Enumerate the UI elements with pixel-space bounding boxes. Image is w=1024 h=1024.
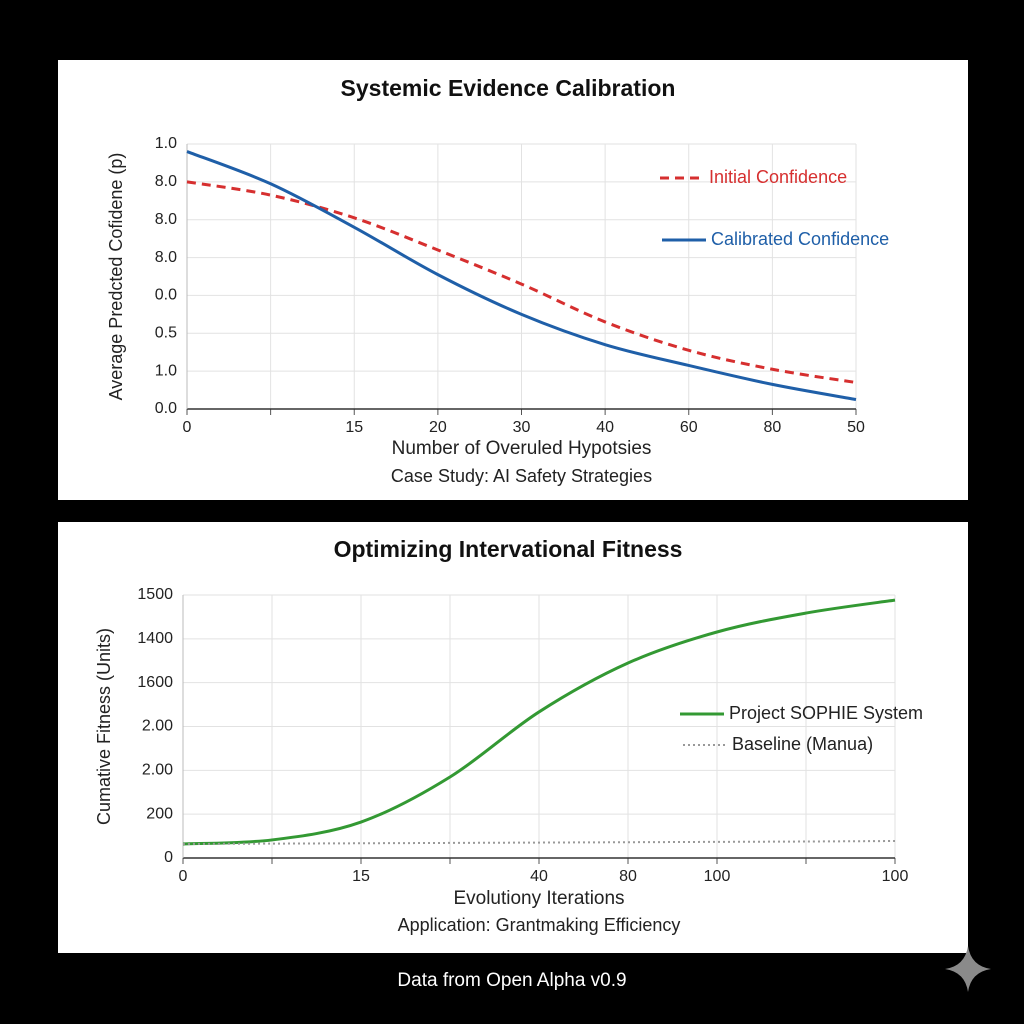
legend-label: Initial Confidence xyxy=(709,167,847,187)
sparkle-icon xyxy=(945,946,991,992)
chart-title: Systemic Evidence Calibration xyxy=(341,75,676,101)
x-tick-label: 20 xyxy=(429,419,447,436)
x-tick-label: 100 xyxy=(704,868,731,885)
x-tick-label: 80 xyxy=(763,419,781,436)
x-tick-label: 0 xyxy=(183,419,192,436)
y-tick-label: 2.00 xyxy=(142,718,173,735)
chart-subtitle: Case Study: AI Safety Strategies xyxy=(391,466,652,486)
y-tick-label: 0 xyxy=(164,849,173,866)
x-tick-label: 100 xyxy=(882,868,909,885)
x-tick-label: 40 xyxy=(530,868,548,885)
x-axis-label: Number of Overuled Hypotsies xyxy=(392,438,652,459)
y-tick-label: 1600 xyxy=(137,674,173,691)
x-tick-label: 15 xyxy=(352,868,370,885)
x-tick-label: 50 xyxy=(847,419,865,436)
series-line xyxy=(182,598,896,846)
series-line xyxy=(186,150,857,402)
panel xyxy=(58,60,968,500)
chart-subtitle: Application: Grantmaking Efficiency xyxy=(398,915,681,935)
y-tick-label: 8.0 xyxy=(155,211,177,228)
panel xyxy=(58,522,968,953)
y-tick-label: 1500 xyxy=(137,586,173,603)
x-tick-label: 80 xyxy=(619,868,637,885)
y-tick-label: 1400 xyxy=(137,630,173,647)
y-tick-label: 0.5 xyxy=(155,325,177,342)
x-tick-label: 15 xyxy=(345,419,363,436)
footer: Data from Open Alpha v0.9 xyxy=(397,970,626,991)
x-tick-label: 30 xyxy=(513,419,531,436)
series-line xyxy=(186,180,857,384)
y-tick-label: 1.0 xyxy=(155,362,177,379)
legend-label: Baseline (Manua) xyxy=(732,734,873,754)
x-axis-label: Evolutiony Iterations xyxy=(453,888,624,909)
y-tick-label: 200 xyxy=(146,805,173,822)
y-tick-label: 8.0 xyxy=(155,249,177,266)
y-tick-label: 1.0 xyxy=(155,135,177,152)
x-tick-label: 60 xyxy=(680,419,698,436)
x-tick-label: 40 xyxy=(596,419,614,436)
y-tick-label: 8.0 xyxy=(155,173,177,190)
legend-label: Project SOPHIE System xyxy=(729,703,923,723)
chart-title: Optimizing Intervational Fitness xyxy=(334,536,683,562)
legend-label: Calibrated Confidence xyxy=(711,229,889,249)
y-tick-label: 0.0 xyxy=(155,400,177,417)
y-tick-label: 2.00 xyxy=(142,762,173,779)
y-axis-label: Average Predcted Cofidene (p) xyxy=(106,153,126,401)
y-axis-label: Cumative Fitness (Units) xyxy=(94,628,114,825)
x-tick-label: 0 xyxy=(179,868,188,885)
y-tick-label: 0.0 xyxy=(155,287,177,304)
series-line xyxy=(182,839,896,845)
